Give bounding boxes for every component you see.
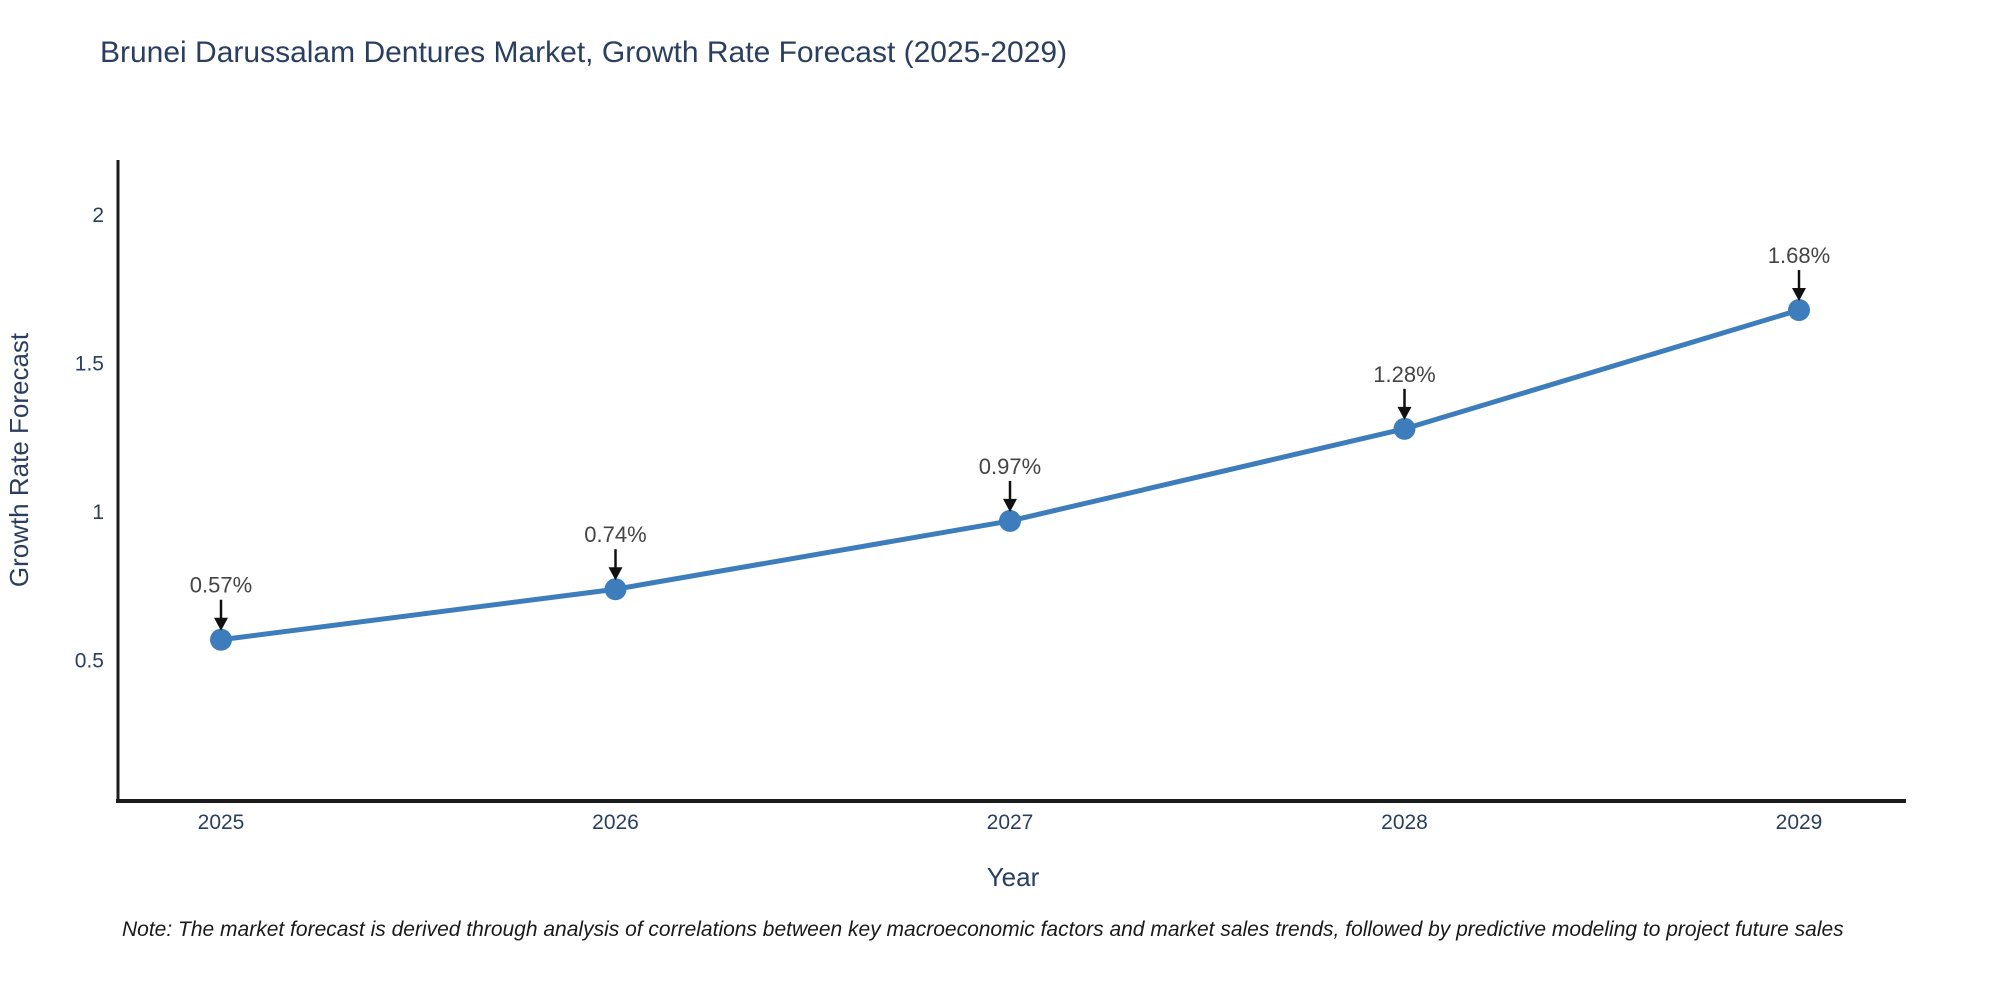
annotation-arrowhead (608, 567, 623, 581)
y-tick-label: 1.5 (75, 353, 104, 376)
footnote: Note: The market forecast is derived thr… (122, 918, 1844, 941)
x-tick-label: 2029 (1776, 811, 1823, 834)
data-point-marker (210, 628, 232, 651)
x-tick-label: 2027 (987, 811, 1034, 834)
y-tick-label: 2 (92, 204, 104, 227)
data-point-markers (210, 299, 1810, 651)
annotation-label: 1.28% (1373, 362, 1435, 387)
annotation-label: 0.97% (979, 454, 1041, 479)
annotation-label: 0.74% (584, 522, 646, 547)
point-annotations: 0.57% 0.74% 0.97% 1.28% 1.68% (190, 243, 1830, 631)
annotation-label: 0.57% (190, 573, 252, 598)
annotation-arrowhead (1003, 498, 1017, 512)
data-point-marker (604, 578, 627, 601)
x-tick-label: 2028 (1381, 811, 1428, 834)
x-axis-ticks: 2025 2026 2027 2028 2029 (198, 811, 1823, 834)
data-point-marker (999, 509, 1021, 532)
chart-title: Brunei Darussalam Dentures Market, Growt… (100, 36, 1068, 69)
x-tick-label: 2025 (198, 811, 245, 834)
x-tick-label: 2026 (592, 811, 639, 834)
data-point-marker (1393, 417, 1416, 440)
annotation-label: 1.68% (1768, 243, 1830, 268)
y-tick-label: 0.5 (75, 650, 104, 673)
annotation-arrowhead (1397, 406, 1412, 420)
annotation-arrowhead (214, 617, 228, 631)
y-axis-ticks: 0.5 1 1.5 2 (75, 204, 104, 673)
y-tick-label: 1 (92, 501, 104, 524)
annotation-arrowhead (1792, 288, 1806, 302)
y-axis-title: Growth Rate Forecast (4, 332, 34, 587)
data-point-marker (1788, 299, 1810, 322)
x-axis-title: Year (987, 862, 1040, 892)
